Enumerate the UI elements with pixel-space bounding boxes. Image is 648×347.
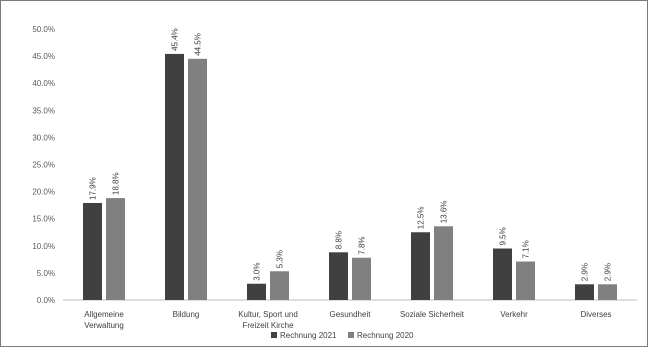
y-tick-label: 35.0% <box>32 106 55 115</box>
data-label: 17.9% <box>89 177 98 200</box>
bar <box>411 232 430 300</box>
data-label: 2.9% <box>604 263 613 281</box>
category-label: Soziale Sicherheit <box>400 310 465 319</box>
data-label: 7.1% <box>522 240 531 258</box>
data-label: 13.6% <box>440 201 449 224</box>
data-label: 45.4% <box>171 28 180 51</box>
category-label: Allgemeine <box>84 310 124 319</box>
category-label: Bildung <box>173 310 200 319</box>
bar <box>165 53 184 300</box>
bar <box>247 283 266 300</box>
category-label: Gesundheit <box>330 310 372 319</box>
bar <box>83 202 102 300</box>
data-label: 8.8% <box>335 231 344 249</box>
y-tick-label: 30.0% <box>32 133 55 142</box>
category-label: Verkehr <box>500 310 528 319</box>
data-label: 2.9% <box>581 263 590 281</box>
y-tick-label: 0.0% <box>37 296 55 305</box>
data-label: 12.5% <box>417 207 426 230</box>
category-label: Freizeit Kirche <box>242 321 294 330</box>
legend-label: Rechnung 2020 <box>357 331 414 340</box>
legend-swatch <box>348 332 354 338</box>
y-tick-label: 45.0% <box>32 52 55 61</box>
y-tick-label: 5.0% <box>37 269 55 278</box>
bar <box>352 257 371 300</box>
legend: Rechnung 2021 Rechnung 2020 <box>271 331 414 340</box>
y-tick-label: 25.0% <box>32 161 55 170</box>
bar <box>493 248 512 300</box>
bar <box>188 58 207 301</box>
category-label: Kultur, Sport und <box>238 310 298 319</box>
bar <box>329 252 348 300</box>
y-tick-label: 15.0% <box>32 215 55 224</box>
data-label: 5.3% <box>276 250 285 268</box>
bar <box>598 284 617 300</box>
bar <box>434 226 453 300</box>
data-label: 3.0% <box>253 263 262 281</box>
data-label: 7.8% <box>358 236 367 254</box>
category-label: Diverses <box>580 310 611 319</box>
data-label: 9.5% <box>499 227 508 245</box>
bar <box>270 271 289 300</box>
category-label: Verwaltung <box>84 321 124 330</box>
bar <box>516 261 535 300</box>
data-label: 18.8% <box>112 172 121 195</box>
data-label: 44.5% <box>194 33 203 56</box>
label-layer: 17.9% 18.8% Allgemeine Verwaltung 45.4% 44.5%… <box>84 28 612 330</box>
bar <box>575 284 594 300</box>
bar <box>106 198 125 300</box>
axis-layer: 0.0% 5.0% 10.0% 15.0% 20.0% 25.0% 30.0% 35.0% 40… <box>32 25 637 305</box>
y-tick-label: 40.0% <box>32 79 55 88</box>
legend-swatch <box>271 332 277 338</box>
y-tick-label: 10.0% <box>32 242 55 251</box>
legend-label: Rechnung 2021 <box>280 331 337 340</box>
y-tick-label: 20.0% <box>32 188 55 197</box>
y-tick-label: 50.0% <box>32 25 55 34</box>
bar-layer <box>83 53 617 301</box>
